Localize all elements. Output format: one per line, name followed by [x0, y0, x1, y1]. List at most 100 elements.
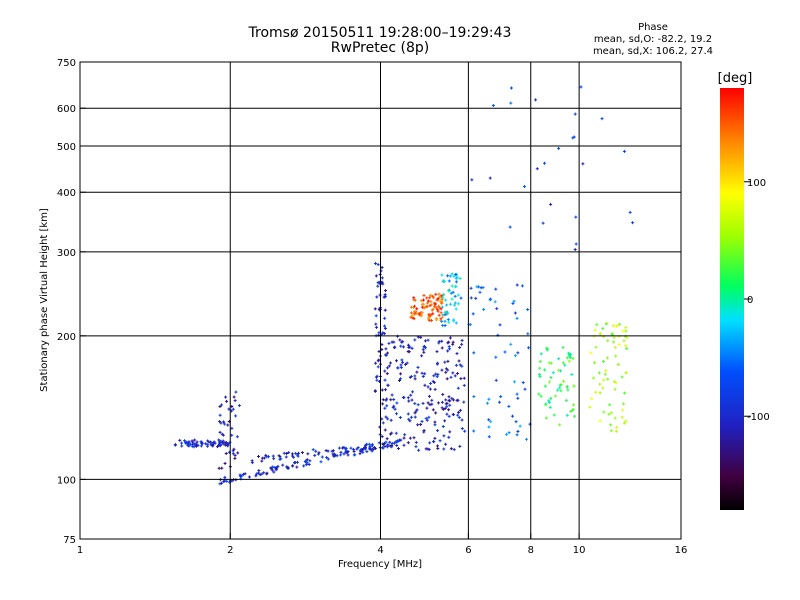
data-point [425, 301, 429, 305]
data-point [516, 396, 520, 400]
data-point [374, 261, 378, 265]
data-point [459, 377, 463, 381]
data-point [458, 408, 462, 412]
data-point [352, 453, 356, 457]
phase-o-stats: mean, sd,O: -82.2, 19.2 [593, 34, 713, 45]
data-point [447, 395, 451, 399]
data-point [435, 298, 439, 302]
data-point [342, 452, 346, 456]
data-point [414, 409, 418, 413]
data-point [544, 402, 548, 406]
data-point [444, 312, 448, 316]
data-point [443, 407, 447, 411]
data-point [487, 397, 491, 401]
data-point [407, 399, 411, 403]
data-point [515, 392, 519, 396]
data-point [600, 117, 604, 121]
data-point [374, 322, 378, 326]
data-point [430, 308, 434, 312]
data-point [425, 296, 429, 300]
data-point [415, 307, 419, 311]
data-point [455, 352, 459, 356]
colorbar [720, 88, 744, 510]
data-point [183, 439, 187, 443]
data-points [173, 85, 635, 486]
data-point [456, 386, 460, 390]
data-point [493, 300, 497, 304]
data-point [402, 443, 406, 447]
data-point [512, 299, 516, 303]
data-point [440, 339, 444, 343]
data-point [437, 313, 441, 317]
data-point [425, 418, 429, 422]
data-point [388, 432, 392, 436]
data-point [443, 419, 447, 423]
data-point [335, 454, 339, 458]
data-point [494, 355, 498, 359]
data-point [601, 386, 605, 390]
data-point [625, 336, 629, 340]
data-point [515, 316, 519, 320]
data-point [449, 302, 453, 306]
data-point [618, 322, 622, 326]
data-point [403, 433, 407, 437]
data-point [456, 371, 460, 375]
data-point [509, 342, 513, 346]
data-point [612, 336, 616, 340]
data-point [373, 307, 377, 311]
data-point [558, 423, 562, 427]
data-point [409, 393, 413, 397]
data-point [438, 439, 442, 443]
data-point [375, 374, 379, 378]
data-point [453, 294, 457, 298]
data-point [515, 283, 519, 287]
data-point [447, 345, 451, 349]
data-point [383, 444, 387, 448]
data-point [433, 436, 437, 440]
data-point [453, 374, 457, 378]
data-point [614, 429, 618, 433]
x-axis: 1 2 4 6 8 10 16 [77, 533, 687, 556]
data-point [572, 384, 576, 388]
data-point [384, 415, 388, 419]
data-point [450, 272, 454, 276]
data-point [332, 454, 336, 458]
grid-lines [80, 62, 681, 539]
data-point [236, 451, 240, 455]
data-point [622, 402, 626, 406]
data-point [339, 453, 343, 457]
data-point [624, 371, 628, 375]
title-line-2: RwPretec (8p) [330, 40, 430, 56]
data-point [436, 373, 440, 377]
data-point [412, 298, 416, 302]
data-point [410, 346, 414, 350]
data-point [265, 471, 269, 475]
data-point [220, 432, 224, 436]
data-point [573, 414, 577, 418]
data-point [356, 446, 360, 450]
data-point [544, 416, 548, 420]
data-point [441, 392, 445, 396]
data-point [241, 472, 245, 476]
data-point [606, 339, 610, 343]
data-point [558, 386, 562, 390]
data-point [319, 460, 323, 464]
data-point [223, 422, 227, 426]
data-point [606, 377, 610, 381]
data-point [250, 461, 254, 465]
data-point [516, 351, 520, 355]
x-tick-label: 4 [377, 545, 383, 556]
title-line-1: Tromsø 20150511 19:28:00–19:29:43 [248, 25, 512, 41]
data-point [218, 430, 222, 434]
data-point [421, 401, 425, 405]
data-point [511, 414, 515, 418]
data-point [509, 86, 513, 90]
data-point [233, 453, 237, 457]
data-point [434, 292, 438, 296]
data-point [381, 398, 385, 402]
data-point [376, 281, 380, 285]
data-point [443, 324, 447, 328]
data-point [422, 344, 426, 348]
data-point [460, 338, 464, 342]
